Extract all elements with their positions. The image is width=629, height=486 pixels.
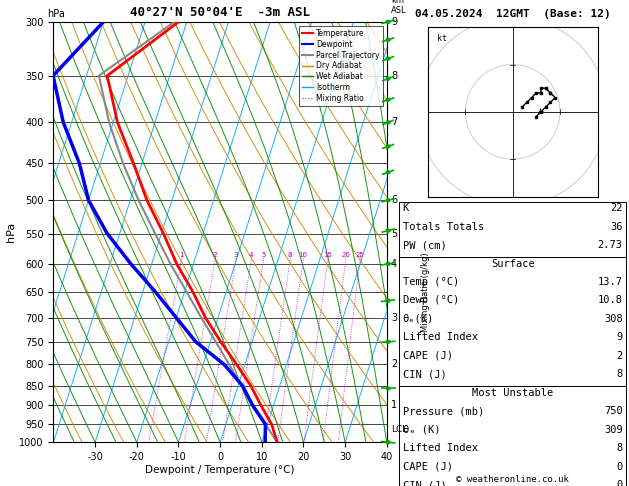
- Text: © weatheronline.co.uk: © weatheronline.co.uk: [456, 474, 569, 484]
- Text: CIN (J): CIN (J): [403, 480, 447, 486]
- Text: Mixing Ratio (g/kg): Mixing Ratio (g/kg): [421, 252, 430, 331]
- Text: 4: 4: [391, 259, 397, 269]
- Text: 2: 2: [213, 252, 217, 258]
- Text: 5: 5: [391, 228, 398, 239]
- Text: 40°27'N 50°04'E  -3m ASL: 40°27'N 50°04'E -3m ASL: [130, 6, 310, 19]
- Text: 1: 1: [391, 400, 397, 411]
- Text: PW (cm): PW (cm): [403, 240, 447, 250]
- Text: CAPE (J): CAPE (J): [403, 462, 452, 472]
- Legend: Temperature, Dewpoint, Parcel Trajectory, Dry Adiabat, Wet Adiabat, Isotherm, Mi: Temperature, Dewpoint, Parcel Trajectory…: [299, 26, 383, 106]
- Text: Totals Totals: Totals Totals: [403, 222, 484, 232]
- Text: Surface: Surface: [491, 259, 535, 269]
- Text: Lifted Index: Lifted Index: [403, 332, 477, 343]
- Text: 8: 8: [616, 369, 623, 380]
- Text: 10: 10: [299, 252, 308, 258]
- Text: Lifted Index: Lifted Index: [403, 443, 477, 453]
- Text: 9: 9: [391, 17, 397, 27]
- Text: θₑ(K): θₑ(K): [403, 314, 434, 324]
- Text: θₑ (K): θₑ (K): [403, 425, 440, 435]
- Text: CAPE (J): CAPE (J): [403, 351, 452, 361]
- Text: K: K: [403, 203, 409, 213]
- Text: Dewp (°C): Dewp (°C): [403, 295, 459, 306]
- Text: Pressure (mb): Pressure (mb): [403, 406, 484, 417]
- Text: 8: 8: [616, 443, 623, 453]
- Text: Temp (°C): Temp (°C): [403, 277, 459, 287]
- Text: CIN (J): CIN (J): [403, 369, 447, 380]
- Text: 5: 5: [261, 252, 265, 258]
- Text: 25: 25: [355, 252, 364, 258]
- Text: 2: 2: [616, 351, 623, 361]
- Text: 7: 7: [391, 117, 398, 127]
- Text: 8: 8: [391, 70, 397, 81]
- X-axis label: Dewpoint / Temperature (°C): Dewpoint / Temperature (°C): [145, 465, 295, 475]
- Text: 04.05.2024  12GMT  (Base: 12): 04.05.2024 12GMT (Base: 12): [415, 9, 611, 19]
- Y-axis label: hPa: hPa: [6, 222, 16, 242]
- Text: 15: 15: [323, 252, 332, 258]
- Text: 8: 8: [287, 252, 292, 258]
- Text: 6: 6: [391, 195, 397, 205]
- Text: 0: 0: [616, 462, 623, 472]
- Text: 2: 2: [391, 359, 398, 369]
- Text: kt: kt: [437, 34, 447, 43]
- Text: km
ASL: km ASL: [391, 0, 406, 15]
- Text: LCL: LCL: [391, 425, 407, 434]
- Text: 9: 9: [616, 332, 623, 343]
- Text: 1: 1: [179, 252, 183, 258]
- Text: 750: 750: [604, 406, 623, 417]
- Text: 36: 36: [610, 222, 623, 232]
- Text: 22: 22: [610, 203, 623, 213]
- Text: 4: 4: [249, 252, 253, 258]
- Text: 3: 3: [233, 252, 238, 258]
- Text: 20: 20: [341, 252, 350, 258]
- Text: Most Unstable: Most Unstable: [472, 388, 554, 398]
- Text: 0: 0: [616, 480, 623, 486]
- Text: 3: 3: [391, 312, 397, 323]
- Text: 2.73: 2.73: [598, 240, 623, 250]
- Text: hPa: hPa: [47, 9, 65, 19]
- Text: 13.7: 13.7: [598, 277, 623, 287]
- Text: 308: 308: [604, 314, 623, 324]
- Text: 10.8: 10.8: [598, 295, 623, 306]
- Text: 309: 309: [604, 425, 623, 435]
